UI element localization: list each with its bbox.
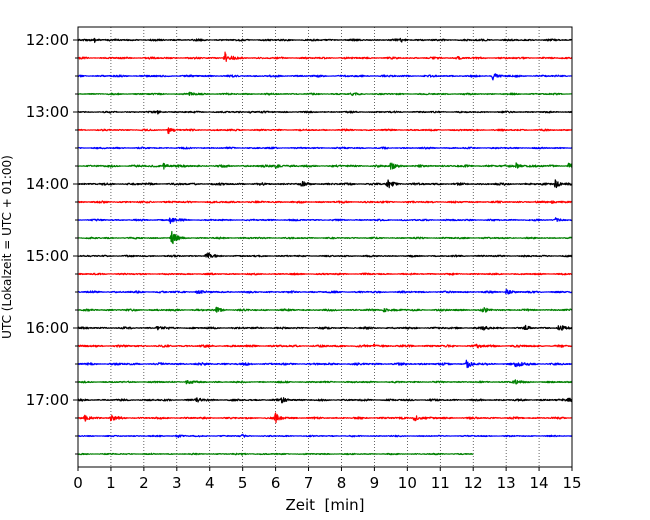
x-tick-label: 0 xyxy=(73,474,83,492)
trace-line xyxy=(77,397,573,404)
plot-frame xyxy=(77,26,573,468)
y-tick-label: 17:00 xyxy=(26,391,69,409)
trace-line xyxy=(77,433,573,439)
y-axis: 12:00 13:00 14:00 15:00 16:00 17:00 xyxy=(26,31,78,455)
x-tick-label: 3 xyxy=(172,474,182,492)
y-tick-label: 14:00 xyxy=(26,175,69,193)
x-tick-label: 2 xyxy=(139,474,149,492)
trace-line xyxy=(77,127,573,135)
x-tick-label: 6 xyxy=(271,474,281,492)
y-tick-label: 15:00 xyxy=(26,247,69,265)
trace-line xyxy=(77,252,573,259)
trace-line xyxy=(77,288,573,295)
trace-line xyxy=(77,306,573,313)
x-tick-label: 11 xyxy=(431,474,450,492)
trace-layer xyxy=(77,37,573,456)
x-tick-label: 8 xyxy=(337,474,347,492)
trace-line xyxy=(77,272,573,276)
trace-line xyxy=(77,412,573,424)
plot-background xyxy=(78,27,572,467)
x-tick-label: 14 xyxy=(530,474,549,492)
trace-line xyxy=(77,200,573,205)
grid xyxy=(110,27,540,467)
trace-line xyxy=(77,110,573,115)
x-axis-label: Zeit [min] xyxy=(285,496,364,514)
y-tick-label: 13:00 xyxy=(26,103,69,121)
x-tick-label: 1 xyxy=(106,474,116,492)
trace-line xyxy=(77,217,573,224)
trace-line xyxy=(77,343,573,349)
trace-line xyxy=(77,324,573,331)
y-axis-label: UTC (Lokalzeit = UTC + 01:00) xyxy=(0,155,14,339)
trace-line xyxy=(77,91,573,97)
y-tick-label: 12:00 xyxy=(26,31,69,49)
trace-line xyxy=(77,146,573,150)
x-tick-label: 9 xyxy=(370,474,380,492)
y-tick-label: 16:00 xyxy=(26,319,69,337)
trace-line xyxy=(77,452,474,456)
x-tick-label: 5 xyxy=(238,474,248,492)
trace-line xyxy=(77,179,573,189)
trace-line xyxy=(77,162,573,170)
x-tick-label: 4 xyxy=(205,474,215,492)
x-tick-label: 7 xyxy=(304,474,314,492)
trace-line xyxy=(77,51,573,62)
x-axis: 0 1 2 3 4 5 6 7 8 9 10 11 12 13 14 15 xyxy=(73,467,582,492)
trace-line xyxy=(77,73,573,81)
x-tick-label: 15 xyxy=(562,474,581,492)
trace-line xyxy=(77,379,573,385)
x-tick-label: 13 xyxy=(497,474,516,492)
trace-line xyxy=(77,37,573,44)
trace-line xyxy=(77,230,573,245)
x-tick-label: 12 xyxy=(464,474,483,492)
trace-line xyxy=(77,359,573,369)
x-tick-label: 10 xyxy=(398,474,417,492)
